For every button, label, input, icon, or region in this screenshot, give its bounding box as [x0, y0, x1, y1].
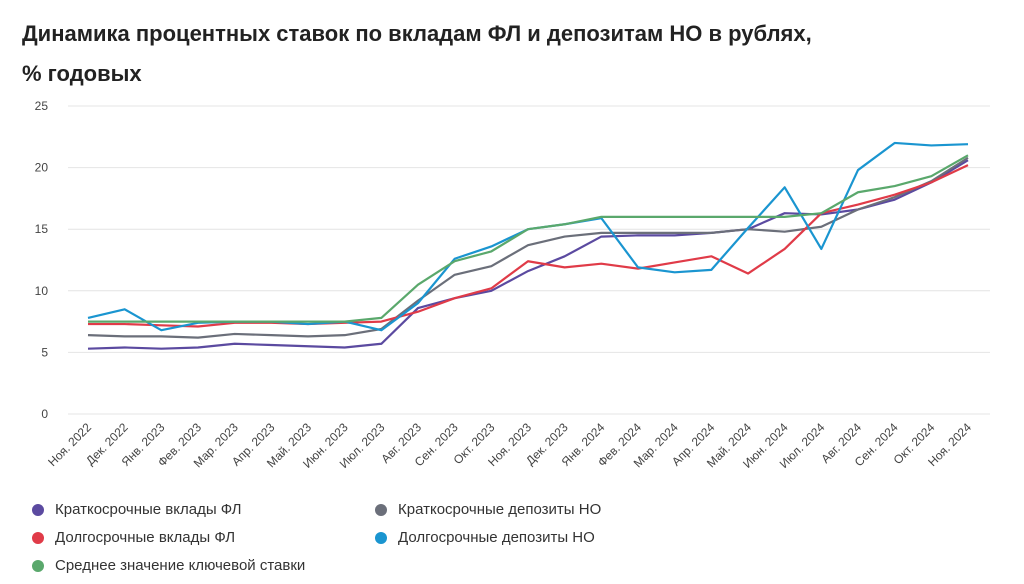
- legend-label: Среднее значение ключевой ставки: [55, 557, 305, 574]
- series-line: [88, 154, 969, 323]
- legend-label: Долгосрочные вклады ФЛ: [55, 529, 235, 546]
- y-tick-label: 10: [35, 284, 49, 298]
- legend-marker: [32, 504, 44, 516]
- chart-title: Динамика процентных ставок по вкладам ФЛ…: [22, 21, 812, 86]
- legend-label: Долгосрочные депозиты НО: [398, 529, 595, 546]
- legend-label: Краткосрочные вклады ФЛ: [55, 501, 242, 518]
- series-line: [87, 159, 969, 350]
- y-tick-label: 0: [41, 407, 48, 421]
- legend-marker: [375, 504, 387, 516]
- legend-marker: [32, 532, 44, 544]
- legend-label: Краткосрочные депозиты НО: [398, 501, 601, 518]
- y-tick-label: 5: [41, 345, 48, 359]
- legend-marker: [32, 560, 44, 572]
- legend-marker: [375, 532, 387, 544]
- y-tick-label: 20: [35, 161, 49, 175]
- series-line: [87, 141, 969, 332]
- y-tick-label: 25: [35, 99, 49, 113]
- y-tick-label: 15: [35, 222, 49, 236]
- series-line: [87, 156, 969, 339]
